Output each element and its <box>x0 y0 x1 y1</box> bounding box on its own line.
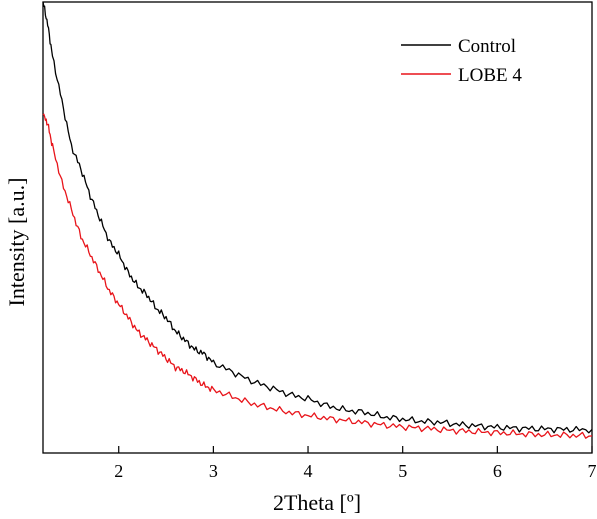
x-tick-label: 7 <box>588 461 597 481</box>
plot-frame <box>42 1 593 454</box>
series-line-lobe-4 <box>42 113 593 439</box>
x-tick-label: 5 <box>398 461 407 481</box>
series-layer <box>42 1 593 439</box>
x-axis-title: 2Theta [º] <box>273 490 361 515</box>
y-axis-title: Intensity [a.u.] <box>4 178 29 307</box>
legend-label-lobe4: LOBE 4 <box>458 65 522 86</box>
legend-label-control: Control <box>458 36 516 57</box>
x-tick-label: 4 <box>304 461 313 481</box>
legend: Control LOBE 4 <box>401 36 522 86</box>
x-tick-label: 2 <box>114 461 123 481</box>
x-axis-ticks: 2 3 4 5 6 7 <box>114 446 597 481</box>
x-tick-label: 6 <box>493 461 502 481</box>
x-tick-label: 3 <box>209 461 218 481</box>
series-line-control <box>42 1 593 434</box>
